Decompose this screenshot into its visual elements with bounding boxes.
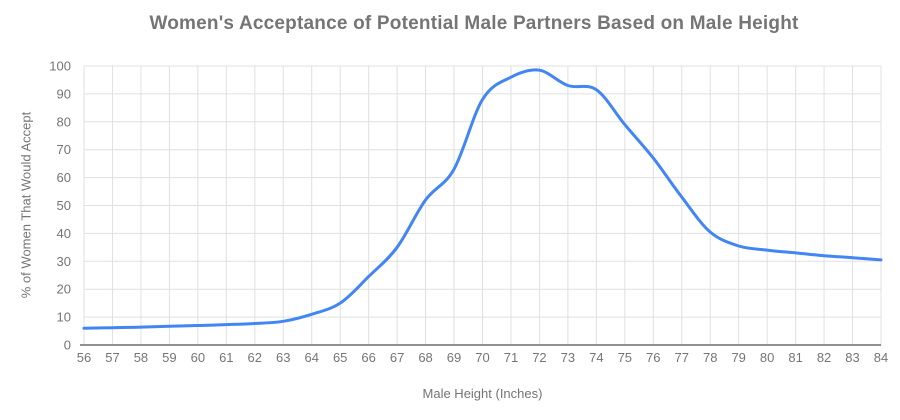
series-line bbox=[82, 68, 883, 330]
x-tick-label: 69 bbox=[447, 350, 461, 365]
y-tick-label: 70 bbox=[57, 142, 71, 157]
x-tick-label: 84 bbox=[874, 350, 888, 365]
x-tick-label: 81 bbox=[788, 350, 802, 365]
y-tick-label: 20 bbox=[57, 282, 71, 297]
x-tick-label: 62 bbox=[248, 350, 262, 365]
x-tick-label: 83 bbox=[845, 350, 859, 365]
x-tick-label: 71 bbox=[504, 350, 518, 365]
x-tick-labels: 56 57 58 59 60 61 62 63 64 65 66 67 68 69 70 71 72 73 74 75… bbox=[77, 350, 888, 365]
x-tick-label: 66 bbox=[361, 350, 375, 365]
x-tick-label: 60 bbox=[191, 350, 205, 365]
y-tick-label: 40 bbox=[57, 226, 71, 241]
x-tick-label: 73 bbox=[561, 350, 575, 365]
x-tick-label: 78 bbox=[703, 350, 717, 365]
x-tick-label: 57 bbox=[105, 350, 119, 365]
y-tick-label: 0 bbox=[64, 338, 71, 353]
x-tick-label: 59 bbox=[162, 350, 176, 365]
x-tick-label: 56 bbox=[77, 350, 91, 365]
x-tick-label: 72 bbox=[532, 350, 546, 365]
x-tick-label: 74 bbox=[589, 350, 603, 365]
x-tick-label: 80 bbox=[760, 350, 774, 365]
y-tick-labels: 0 10 20 30 40 50 60 70 80 90 100 bbox=[49, 59, 71, 353]
y-tick-label: 10 bbox=[57, 310, 71, 325]
x-tick-label: 70 bbox=[475, 350, 489, 365]
x-tick-label: 82 bbox=[817, 350, 831, 365]
x-tick-label: 65 bbox=[333, 350, 347, 365]
y-tick-label: 50 bbox=[57, 198, 71, 213]
x-tick-label: 76 bbox=[646, 350, 660, 365]
x-tick-label: 79 bbox=[731, 350, 745, 365]
x-tick-label: 64 bbox=[304, 350, 318, 365]
x-tick-label: 75 bbox=[618, 350, 632, 365]
y-tick-label: 80 bbox=[57, 114, 71, 129]
y-tick-label: 100 bbox=[49, 59, 71, 74]
x-tick-label: 58 bbox=[134, 350, 148, 365]
y-tick-label: 60 bbox=[57, 170, 71, 185]
x-tick-label: 61 bbox=[219, 350, 233, 365]
y-tick-label: 30 bbox=[57, 254, 71, 269]
x-tick-label: 68 bbox=[418, 350, 432, 365]
y-tick-label: 90 bbox=[57, 86, 71, 101]
x-axis-title: Male Height (Inches) bbox=[422, 386, 543, 401]
x-tick-label: 63 bbox=[276, 350, 290, 365]
chart-title: Women's Acceptance of Potential Male Par… bbox=[149, 13, 799, 34]
x-tick-label: 77 bbox=[675, 350, 689, 365]
x-tick-label: 67 bbox=[390, 350, 404, 365]
gridlines bbox=[83, 65, 882, 345]
